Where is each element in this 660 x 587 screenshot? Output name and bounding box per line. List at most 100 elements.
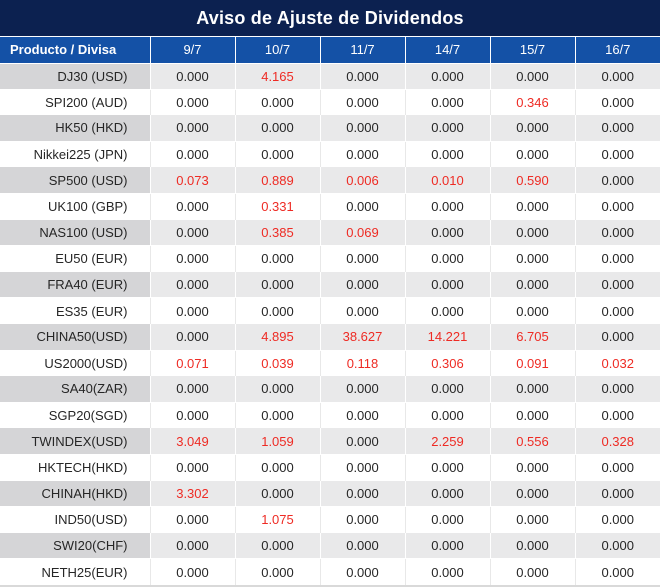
table-row: UK100 (GBP) 0.000 0.331 0.000 0.000 0.000 0.00… — [0, 193, 660, 220]
dividend-table: Producto / Divisa 9/7 10/7 11/7 14/7 15/7 16/… — [0, 37, 660, 585]
value-cell: 0.010 — [405, 167, 491, 194]
value-cell: 0.000 — [405, 480, 491, 508]
value-cell: 0.000 — [575, 193, 660, 220]
column-header-date: 15/7 — [490, 37, 576, 64]
value-cell: 0.000 — [150, 141, 236, 168]
value-cell: 0.000 — [405, 532, 491, 560]
value-cell: 0.000 — [150, 193, 236, 220]
value-cell: 0.000 — [405, 141, 491, 168]
value-cell: 0.039 — [235, 350, 321, 377]
value-cell: 0.000 — [150, 454, 236, 481]
product-cell: IND50(USD) — [0, 506, 151, 533]
value-cell: 38.627 — [320, 323, 406, 351]
value-cell: 0.000 — [490, 558, 576, 585]
value-cell: 0.000 — [320, 402, 406, 429]
product-cell: FRA40 (EUR) — [0, 271, 151, 299]
product-cell: ES35 (EUR) — [0, 297, 151, 324]
value-cell: 14.221 — [405, 323, 491, 351]
value-cell: 0.000 — [150, 402, 236, 429]
table-row: HK50 (HKD) 0.000 0.000 0.000 0.000 0.000 0.000 — [0, 115, 660, 142]
product-cell: NAS100 (USD) — [0, 219, 151, 247]
value-cell: 0.000 — [235, 297, 321, 324]
value-cell: 0.000 — [575, 376, 660, 403]
value-cell: 0.000 — [405, 89, 491, 116]
column-header-date: 16/7 — [575, 37, 660, 64]
value-cell: 0.000 — [320, 376, 406, 403]
value-cell: 0.328 — [575, 428, 660, 455]
product-cell: HKTECH(HKD) — [0, 454, 151, 481]
product-cell: HK50 (HKD) — [0, 115, 151, 142]
table-row: SP500 (USD) 0.073 0.889 0.006 0.010 0.590 0.00… — [0, 167, 660, 194]
value-cell: 4.895 — [235, 323, 321, 351]
table-row: SPI200 (AUD) 0.000 0.000 0.000 0.000 0.346 0.0… — [0, 89, 660, 116]
value-cell: 0.000 — [150, 297, 236, 324]
value-cell: 0.000 — [405, 245, 491, 272]
value-cell: 0.071 — [150, 350, 236, 377]
value-cell: 0.000 — [235, 558, 321, 585]
product-cell: US2000(USD) — [0, 350, 151, 377]
value-cell: 0.000 — [150, 376, 236, 403]
value-cell: 0.000 — [575, 271, 660, 299]
value-cell: 0.000 — [150, 245, 236, 272]
value-cell: 0.000 — [405, 271, 491, 299]
value-cell: 0.000 — [575, 402, 660, 429]
product-cell: EU50 (EUR) — [0, 245, 151, 272]
value-cell: 0.000 — [150, 323, 236, 351]
value-cell: 0.000 — [575, 141, 660, 168]
value-cell: 0.000 — [235, 402, 321, 429]
value-cell: 0.000 — [320, 245, 406, 272]
product-cell: UK100 (GBP) — [0, 193, 151, 220]
product-cell: Nikkei225 (JPN) — [0, 141, 151, 168]
column-header-product: Producto / Divisa — [0, 37, 151, 64]
product-cell: TWINDEX(USD) — [0, 428, 151, 455]
value-cell: 0.000 — [320, 115, 406, 142]
product-cell: SA40(ZAR) — [0, 376, 151, 403]
table-row: SGP20(SGD) 0.000 0.000 0.000 0.000 0.000 0.000 — [0, 402, 660, 429]
value-cell: 0.000 — [235, 454, 321, 481]
value-cell: 0.000 — [575, 558, 660, 585]
value-cell: 0.000 — [490, 376, 576, 403]
value-cell: 0.000 — [320, 193, 406, 220]
value-cell: 0.000 — [490, 141, 576, 168]
table-row: SWI20(CHF) 0.000 0.000 0.000 0.000 0.000 0.000 — [0, 532, 660, 560]
header-row: Producto / Divisa 9/7 10/7 11/7 14/7 15/7 16/… — [0, 37, 660, 64]
value-cell: 0.000 — [405, 454, 491, 481]
value-cell: 0.000 — [405, 297, 491, 324]
value-cell: 0.000 — [405, 376, 491, 403]
value-cell: 0.000 — [490, 271, 576, 299]
table-row: EU50 (EUR) 0.000 0.000 0.000 0.000 0.000 0.000 — [0, 245, 660, 272]
table-row: IND50(USD) 0.000 1.075 0.000 0.000 0.000 0.000 — [0, 506, 660, 533]
value-cell: 0.000 — [235, 271, 321, 299]
value-cell: 4.165 — [235, 63, 321, 90]
value-cell: 0.000 — [575, 115, 660, 142]
table-row: Nikkei225 (JPN) 0.000 0.000 0.000 0.000 0.000… — [0, 141, 660, 168]
product-cell: CHINAH(HKD) — [0, 480, 151, 508]
value-cell: 0.000 — [490, 402, 576, 429]
value-cell: 0.000 — [490, 245, 576, 272]
value-cell: 0.000 — [405, 115, 491, 142]
value-cell: 0.000 — [405, 558, 491, 585]
value-cell: 0.000 — [575, 63, 660, 90]
product-cell: NETH25(EUR) — [0, 558, 151, 585]
table-row: CHINAH(HKD) 3.302 0.000 0.000 0.000 0.000 0.00… — [0, 480, 660, 508]
value-cell: 0.000 — [150, 271, 236, 299]
value-cell: 0.000 — [320, 532, 406, 560]
value-cell: 0.032 — [575, 350, 660, 377]
value-cell: 0.000 — [235, 141, 321, 168]
product-cell: CHINA50(USD) — [0, 323, 151, 351]
value-cell: 0.000 — [575, 480, 660, 508]
value-cell: 0.000 — [320, 558, 406, 585]
value-cell: 0.000 — [150, 115, 236, 142]
value-cell: 0.000 — [150, 89, 236, 116]
value-cell: 0.385 — [235, 219, 321, 247]
table-row: HKTECH(HKD) 0.000 0.000 0.000 0.000 0.000 0.00… — [0, 454, 660, 481]
value-cell: 0.000 — [575, 167, 660, 194]
table-row: DJ30 (USD) 0.000 4.165 0.000 0.000 0.000 0.000 — [0, 63, 660, 90]
table-row: NETH25(EUR) 0.000 0.000 0.000 0.000 0.000 0.00… — [0, 558, 660, 585]
value-cell: 0.000 — [575, 245, 660, 272]
value-cell: 0.000 — [405, 63, 491, 90]
value-cell: 0.000 — [490, 480, 576, 508]
value-cell: 0.000 — [405, 193, 491, 220]
value-cell: 0.000 — [235, 480, 321, 508]
value-cell: 0.000 — [490, 454, 576, 481]
